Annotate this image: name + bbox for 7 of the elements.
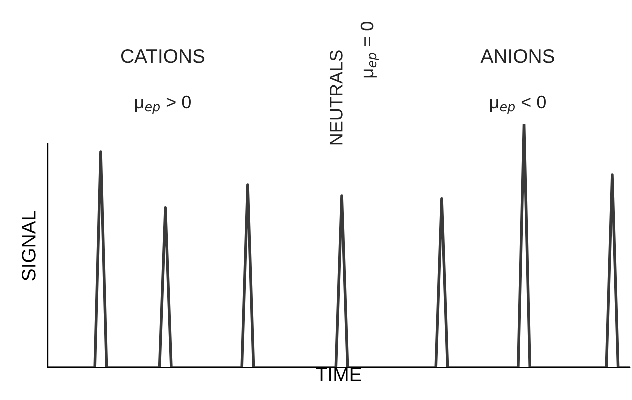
text: ANIONS bbox=[480, 49, 554, 64]
text: μ$_{ep}$ < 0 bbox=[490, 96, 546, 114]
text: μ$_{ep}$ > 0 bbox=[135, 96, 191, 114]
annotation: NEUTRALS bbox=[330, 50, 343, 145]
y-axis-title: SIGNAL bbox=[22, 210, 36, 281]
text: μ$_{ep}$ = 0 bbox=[360, 22, 380, 78]
text: CATIONS bbox=[121, 49, 205, 64]
